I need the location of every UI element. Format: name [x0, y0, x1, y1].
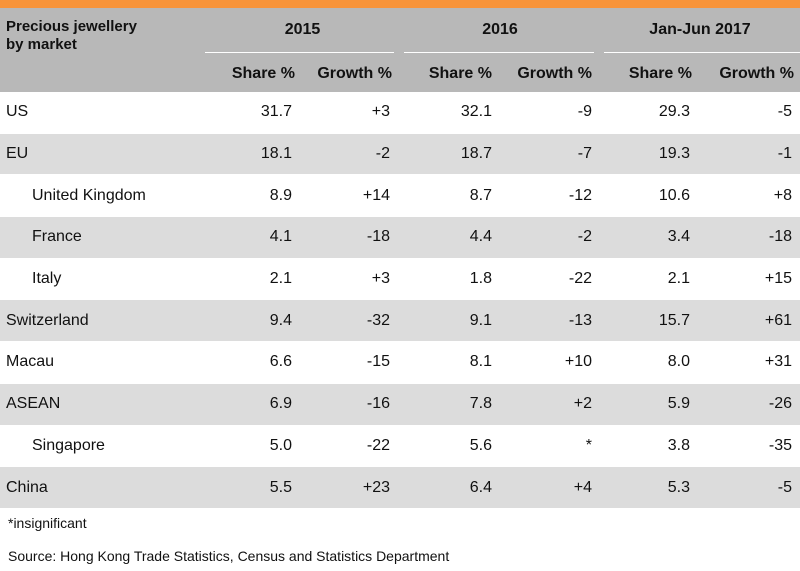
growth-cell: -22 [568, 270, 592, 288]
market-label: EU [6, 145, 29, 163]
table-row: France 4.1 -18 4.4 -2 3.4 -18 [0, 217, 800, 259]
share-cell: 8.7 [469, 186, 492, 204]
table-row: United Kingdom 8.9 +14 8.7 -12 10.6 +8 [0, 175, 800, 218]
subheader-share: Share % [231, 65, 295, 82]
share-cell: 4.4 [469, 228, 492, 246]
subheader-growth: Growth % [517, 65, 592, 82]
share-cell: 1.8 [469, 270, 492, 288]
share-cell: 18.1 [260, 145, 292, 163]
growth-cell: -35 [768, 436, 792, 454]
market-label: United Kingdom [32, 186, 146, 204]
year-divider [404, 52, 594, 53]
growth-cell: +31 [764, 353, 792, 371]
growth-cell: -2 [375, 145, 390, 163]
table-body: US 31.7 +3 32.1 -9 29.3 -5 EU 18.1 -2 18.7 -7 19.3 -1… [0, 92, 800, 509]
growth-cell: +8 [773, 186, 792, 204]
growth-cell: -7 [577, 145, 592, 163]
growth-cell: -5 [777, 103, 792, 121]
table-title: Precious jewellery by market [6, 18, 137, 53]
table-row: US 31.7 +3 32.1 -9 29.3 -5 [0, 92, 800, 134]
top-accent-bar [0, 0, 800, 8]
share-cell: 29.3 [658, 103, 690, 121]
share-cell: 5.9 [667, 395, 690, 413]
share-cell: 5.6 [469, 436, 492, 454]
market-label: Macau [6, 353, 55, 371]
growth-cell: -32 [366, 311, 390, 329]
year-divider [604, 52, 800, 53]
table-row: Italy 2.1 +3 1.8 -22 2.1 +15 [0, 259, 800, 301]
market-label: ASEAN [6, 395, 61, 413]
share-cell: 4.1 [269, 228, 292, 246]
share-cell: 3.4 [667, 228, 690, 246]
subheader-growth: Growth % [317, 65, 392, 82]
share-cell: 31.7 [260, 103, 292, 121]
share-cell: 2.1 [269, 270, 292, 288]
growth-cell: -9 [577, 103, 592, 121]
share-cell: 19.3 [658, 145, 690, 163]
year-header-2016: 2016 [482, 21, 518, 38]
table-header: Precious jewellery by market 2015 2016 J… [0, 8, 800, 92]
growth-cell: -5 [777, 478, 792, 496]
share-cell: 6.6 [269, 353, 292, 371]
share-cell: 7.8 [469, 395, 492, 413]
table-row: Switzerland 9.4 -32 9.1 -13 15.7 +61 [0, 300, 800, 343]
growth-cell: -22 [366, 436, 390, 454]
growth-cell: +10 [564, 353, 592, 371]
table-row: Singapore 5.0 -22 5.6 * 3.8 -35 [0, 426, 800, 468]
share-cell: 9.1 [469, 311, 492, 329]
footnote: *insignificant [8, 515, 87, 531]
share-cell: 5.3 [667, 478, 690, 496]
share-cell: 10.6 [658, 186, 690, 204]
market-label: Switzerland [6, 311, 89, 329]
growth-cell: -1 [777, 145, 792, 163]
table-row: China 5.5 +23 6.4 +4 5.3 -5 [0, 467, 800, 509]
growth-cell: -2 [577, 228, 592, 246]
source-note: Source: Hong Kong Trade Statistics, Cens… [8, 548, 450, 564]
growth-cell: +23 [362, 478, 390, 496]
share-cell: 8.1 [469, 353, 492, 371]
growth-cell: -18 [768, 228, 792, 246]
growth-cell: +14 [362, 186, 390, 204]
growth-cell: +3 [371, 103, 390, 121]
growth-cell: -13 [568, 311, 592, 329]
share-cell: 5.0 [269, 436, 292, 454]
growth-cell: +4 [573, 478, 592, 496]
share-cell: 15.7 [658, 311, 690, 329]
growth-cell: -16 [366, 395, 390, 413]
share-cell: 9.4 [269, 311, 292, 329]
table-row: EU 18.1 -2 18.7 -7 19.3 -1 [0, 133, 800, 176]
growth-cell: +15 [764, 270, 792, 288]
share-cell: 5.5 [269, 478, 292, 496]
table-row: ASEAN 6.9 -16 7.8 +2 5.9 -26 [0, 383, 800, 426]
share-cell: 3.8 [667, 436, 690, 454]
share-cell: 6.4 [469, 478, 492, 496]
market-label: Singapore [32, 436, 105, 454]
share-cell: 18.7 [460, 145, 492, 163]
share-cell: 8.0 [667, 353, 690, 371]
market-label: Italy [32, 270, 62, 288]
market-label: US [6, 103, 29, 121]
market-label: France [32, 228, 82, 246]
growth-cell: -18 [366, 228, 390, 246]
table-row: Macau 6.6 -15 8.1 +10 8.0 +31 [0, 342, 800, 384]
share-cell: 32.1 [460, 103, 492, 121]
share-cell: 2.1 [667, 270, 690, 288]
growth-cell: * [585, 436, 592, 454]
subheader-share: Share % [628, 65, 692, 82]
year-divider [205, 52, 394, 53]
growth-cell: -26 [768, 395, 792, 413]
growth-cell: +61 [764, 311, 792, 329]
year-header-2015: 2015 [284, 21, 321, 38]
growth-cell: -15 [366, 353, 390, 371]
share-cell: 6.9 [269, 395, 292, 413]
subheader-share: Share % [428, 65, 492, 82]
market-label: China [6, 478, 48, 496]
growth-cell: +3 [371, 270, 390, 288]
year-header-2017: Jan-Jun 2017 [649, 21, 751, 38]
growth-cell: +2 [573, 395, 592, 413]
growth-cell: -12 [568, 186, 592, 204]
share-cell: 8.9 [269, 186, 292, 204]
subheader-growth: Growth % [719, 65, 794, 82]
